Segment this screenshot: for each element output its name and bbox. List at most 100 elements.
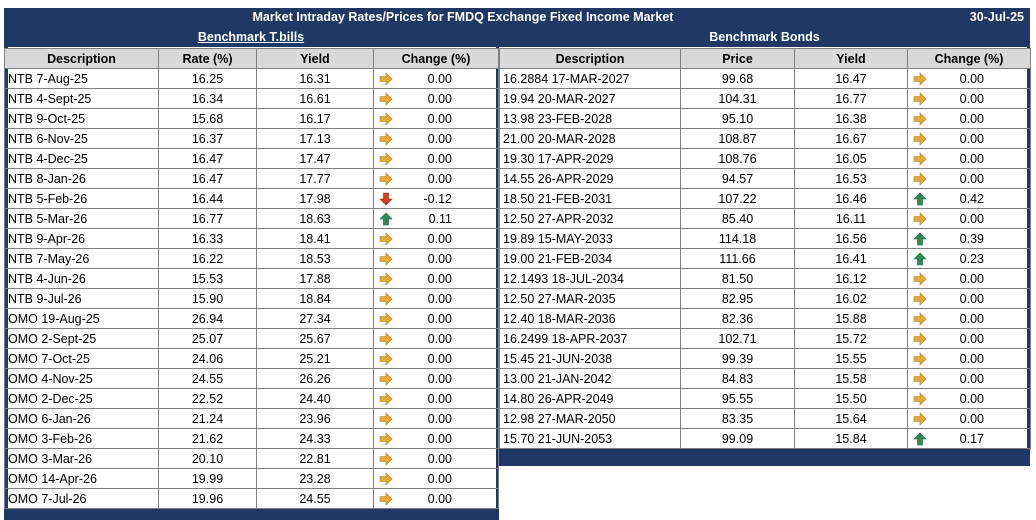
arrow-right-icon [379,472,393,486]
tbill-change-value: 0.00 [427,331,452,346]
bond-yield: 15.58 [794,368,908,389]
arrow-right-icon [913,272,927,286]
tbill-change: 0.00 [373,328,499,349]
tbills-col-rate: Rate (%) [158,48,257,69]
arrow-right-icon [379,412,393,426]
tbill-yield: 25.67 [256,328,374,349]
arrow-right-icon [379,132,393,146]
tbill-change-value: 0.00 [427,411,452,426]
bond-row: 19.00 21-FEB-2034 111.66 16.41 0.23 [499,248,1031,269]
tbill-description: OMO 3-Feb-26 [4,428,159,449]
tbill-change-value: 0.00 [427,471,452,486]
tbill-row: NTB 5-Mar-26 16.77 18.63 0.11 [4,208,499,229]
bond-change-value: 0.39 [959,231,984,246]
tbill-rate: 16.25 [158,68,257,89]
tbill-change: 0.00 [373,348,499,369]
tbill-change: 0.00 [373,88,499,109]
tbill-rate: 19.96 [158,488,257,509]
tbill-change-value: 0.11 [428,211,452,226]
tbill-change: 0.00 [373,368,499,389]
tbill-description: OMO 19-Aug-25 [4,308,159,329]
bond-description: 19.30 17-APR-2029 [499,148,681,169]
tbill-description: NTB 5-Mar-26 [4,208,159,229]
bond-description: 12.50 27-APR-2032 [499,208,681,229]
tbill-rate: 16.22 [158,248,257,269]
arrow-right-icon [913,92,927,106]
tbill-yield: 18.41 [256,228,374,249]
arrow-up-icon [913,232,927,246]
tbill-row: OMO 19-Aug-25 26.94 27.34 0.00 [4,308,499,329]
tbill-change-value: 0.00 [427,491,452,506]
bond-price: 95.55 [680,388,795,409]
bond-row: 12.40 18-MAR-2036 82.36 15.88 0.00 [499,308,1031,329]
bond-change: 0.00 [907,168,1031,189]
bond-change-value: 0.23 [959,251,984,266]
arrow-right-icon [913,152,927,166]
arrow-right-icon [913,172,927,186]
tbill-change: 0.11 [373,208,499,229]
tbill-row: OMO 2-Dec-25 22.52 24.40 0.00 [4,388,499,409]
arrow-right-icon [379,332,393,346]
bond-yield: 16.41 [794,248,908,269]
arrow-right-icon [379,292,393,306]
arrow-right-icon [379,112,393,126]
tbill-rate: 16.37 [158,128,257,149]
tbill-change-value: 0.00 [427,71,452,86]
bond-change: 0.00 [907,348,1031,369]
arrow-right-icon [379,352,393,366]
arrow-right-icon [379,172,393,186]
tbill-yield: 24.55 [256,488,374,509]
bond-price: 108.87 [680,128,795,149]
tbill-rate: 24.06 [158,348,257,369]
tbill-description: OMO 6-Jan-26 [4,408,159,429]
bond-yield: 16.46 [794,188,908,209]
bonds-heading: Benchmark Bonds [499,28,1030,47]
tbill-description: NTB 7-May-26 [4,248,159,269]
arrow-right-icon [913,72,927,86]
tbill-rate: 16.33 [158,228,257,249]
bond-row: 15.70 21-JUN-2053 99.09 15.84 0.17 [499,428,1031,449]
tbill-change: 0.00 [373,428,499,449]
tbill-yield: 24.33 [256,428,374,449]
tbill-description: NTB 9-Apr-26 [4,228,159,249]
bond-change: 0.00 [907,308,1031,329]
tbill-description: OMO 2-Dec-25 [4,388,159,409]
bond-price: 94.57 [680,168,795,189]
bond-description: 12.98 27-MAR-2050 [499,408,681,429]
bond-row: 15.45 21-JUN-2038 99.39 15.55 0.00 [499,348,1031,369]
arrow-right-icon [913,392,927,406]
tbill-rate: 16.77 [158,208,257,229]
bond-change-value: 0.00 [959,291,984,306]
report-date: 30-Jul-25 [969,10,1024,24]
tbill-rate: 16.44 [158,188,257,209]
tbill-row: OMO 14-Apr-26 19.99 23.28 0.00 [4,468,499,489]
tbill-yield: 22.81 [256,448,374,469]
tbill-rate: 21.24 [158,408,257,429]
tbills-bottom-border [4,508,498,520]
bond-description: 19.94 20-MAR-2027 [499,88,681,109]
bond-row: 16.2499 18-APR-2037 102.71 15.72 0.00 [499,328,1031,349]
arrow-right-icon [379,72,393,86]
bond-row: 12.98 27-MAR-2050 83.35 15.64 0.00 [499,408,1031,429]
tbill-row: OMO 7-Jul-26 19.96 24.55 0.00 [4,488,499,509]
bond-description: 12.50 27-MAR-2035 [499,288,681,309]
arrow-right-icon [379,232,393,246]
tbill-change-value: 0.00 [427,231,452,246]
bond-price: 84.83 [680,368,795,389]
tbill-description: OMO 7-Oct-25 [4,348,159,369]
bond-yield: 16.47 [794,68,908,89]
tbills-heading: Benchmark T.bills [4,28,498,47]
tbill-change: 0.00 [373,468,499,489]
tbill-description: NTB 9-Jul-26 [4,288,159,309]
tbill-yield: 18.53 [256,248,374,269]
tbill-rate: 19.99 [158,468,257,489]
tbills-table: Description Rate (%) Yield Change (%) NT… [4,48,499,509]
tbill-description: NTB 8-Jan-26 [4,168,159,189]
bond-row: 13.00 21-JAN-2042 84.83 15.58 0.00 [499,368,1031,389]
bond-price: 104.31 [680,88,795,109]
tbills-col-description: Description [4,48,159,69]
bonds-table: Description Price Yield Change (%) 16.28… [499,48,1031,449]
bond-change-value: 0.00 [959,211,984,226]
bond-yield: 16.56 [794,228,908,249]
tbill-rate: 21.62 [158,428,257,449]
